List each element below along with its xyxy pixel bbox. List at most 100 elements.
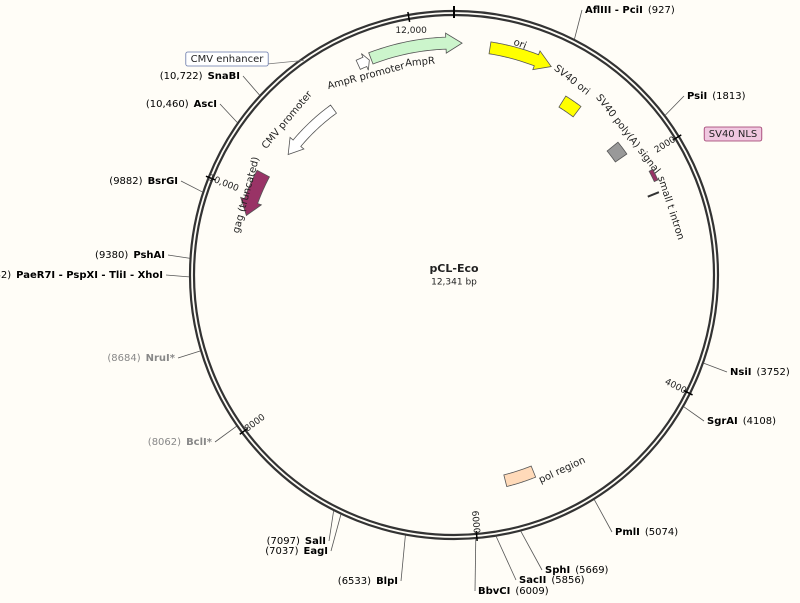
site-label: (7097) SalI [267, 536, 326, 547]
site-leader [177, 350, 201, 359]
site-label: (7037) EagI [265, 546, 328, 557]
site-leader [214, 426, 237, 443]
feature-label: AmpR [405, 56, 436, 70]
site-label: (9242) PaeR7I - PspXI - TliI - XhoI [0, 270, 163, 281]
site-leader [328, 510, 334, 542]
site-name: NruI* [146, 353, 176, 364]
site-label: AflIII - PciI (927) [585, 5, 675, 16]
tick-label: 6000 [469, 510, 481, 534]
feature-arrow [355, 53, 370, 71]
feature-arrow [368, 32, 463, 65]
site-name: BlpI [376, 576, 398, 587]
site-position: (8684) [107, 353, 140, 364]
site-leader [330, 514, 342, 552]
site-label: (8684) NruI* [107, 353, 175, 364]
site-position: (9882) [109, 176, 142, 187]
site-name: SnaBI [208, 71, 240, 82]
site-position: (7037) [265, 546, 298, 557]
feature-intron [647, 191, 660, 198]
feature-arrow [503, 465, 537, 488]
site-position: (1813) [712, 91, 745, 102]
feature-arrow [606, 141, 628, 163]
site-position: (6533) [338, 576, 371, 587]
site-name: PsiI [687, 91, 707, 102]
feature-arrow [648, 168, 659, 183]
site-name: PshAI [133, 250, 165, 261]
site-leader [400, 535, 406, 582]
site-position: (6009) [515, 586, 548, 597]
site-position: (927) [648, 5, 675, 16]
site-position: (10,460) [146, 99, 189, 110]
tick-label: 12,000 [395, 26, 427, 36]
plasmid-size: 12,341 bp [431, 278, 477, 288]
site-leader [219, 103, 238, 123]
site-name: AscI [194, 99, 217, 110]
site-name: NsiI [730, 367, 751, 378]
site-leader [665, 95, 685, 116]
feature-arrow [240, 169, 271, 217]
site-leader [165, 274, 190, 278]
site-name: PaeR7I - PspXI - TliI - XhoI [16, 270, 163, 281]
site-leader [242, 75, 260, 96]
site-label: PmlI (5074) [615, 527, 678, 538]
plasmid-name: pCL-Eco [429, 262, 479, 275]
site-leader [180, 180, 203, 193]
site-position: (8062) [148, 437, 181, 448]
site-position: (5669) [575, 565, 608, 576]
site-leader [520, 531, 543, 571]
site-name: SalI [305, 536, 326, 547]
site-label: SgrAI (4108) [707, 416, 776, 427]
tick-mark [672, 134, 682, 141]
site-position: (10,722) [160, 71, 203, 82]
feature-label: ori [512, 37, 528, 52]
site-name: BclI* [186, 437, 213, 448]
feature-label: SV40 NLS [709, 129, 758, 140]
site-label: (10,722) SnaBI [160, 71, 240, 82]
site-name: SacII [519, 575, 546, 586]
site-label: (9882) BsrGI [109, 176, 178, 187]
site-position: (7097) [267, 536, 300, 547]
site-leader [495, 536, 517, 581]
feature-arrow [287, 104, 338, 156]
tick-mark [475, 530, 478, 542]
site-name: BbvCI [478, 586, 510, 597]
site-leader [574, 9, 583, 40]
site-name: SphI [545, 565, 570, 576]
site-label: NsiI (3752) [730, 367, 790, 378]
site-name: PmlI [615, 527, 640, 538]
site-position: (5856) [551, 575, 584, 586]
site-label: (8062) BclI* [148, 437, 213, 448]
site-label: (6533) BlpI [338, 576, 398, 587]
site-leader [167, 254, 190, 259]
site-label: PsiI (1813) [687, 91, 746, 102]
site-name: EagI [304, 546, 328, 557]
site-label: (10,460) AscI [146, 99, 217, 110]
tick-mark [205, 175, 216, 181]
feature-arrow [488, 41, 552, 71]
site-label: (9380) PshAI [95, 250, 165, 261]
feature-arrow [558, 95, 582, 118]
site-position: (9380) [95, 250, 128, 261]
site-leader [703, 362, 728, 373]
feature-label-box [703, 126, 763, 142]
site-leader [683, 406, 705, 422]
site-name: AflIII - PciI [585, 5, 643, 16]
site-leader [594, 499, 613, 533]
site-position: (3752) [756, 367, 789, 378]
feature-label-box [185, 51, 269, 67]
tick-mark [407, 11, 411, 22]
tick-mark [239, 427, 249, 435]
site-name: BsrGI [148, 176, 178, 187]
site-position: (4108) [743, 416, 776, 427]
site-leader [474, 539, 477, 592]
site-label: BbvCI (6009) [478, 586, 549, 597]
tick-mark [683, 389, 693, 396]
site-position: (9242) [0, 270, 11, 281]
site-label: SacII (5856) [519, 575, 585, 586]
feature-label: CMV enhancer [191, 54, 265, 65]
site-position: (5074) [645, 527, 678, 538]
site-label: SphI (5669) [545, 565, 609, 576]
site-name: SgrAI [707, 416, 738, 427]
